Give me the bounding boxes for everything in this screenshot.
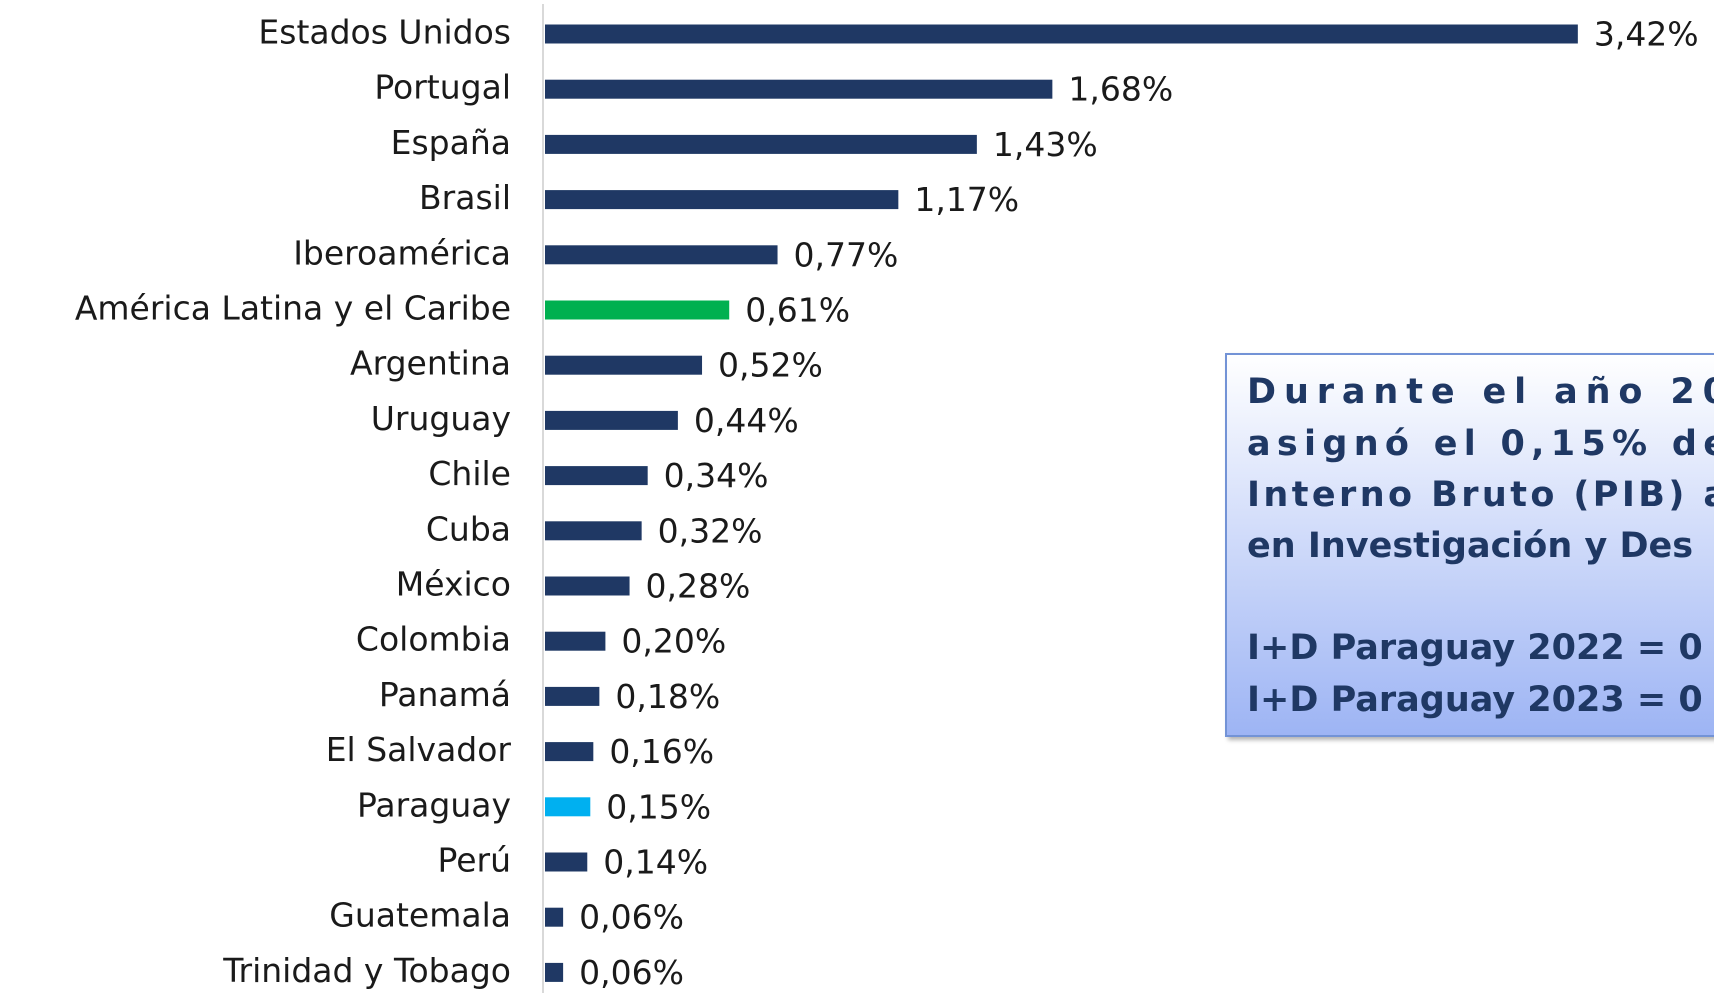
value-label: 0,14% bbox=[603, 843, 708, 882]
bar bbox=[545, 742, 594, 762]
bar bbox=[545, 190, 899, 210]
category-label: México bbox=[396, 565, 511, 604]
category-label: España bbox=[391, 123, 511, 162]
category-label: Iberoamérica bbox=[293, 233, 511, 272]
category-label: Brasil bbox=[419, 178, 511, 217]
value-label: 0,06% bbox=[579, 898, 684, 937]
annotation-line: en Investigación y Des bbox=[1247, 526, 1693, 566]
category-label: Portugal bbox=[374, 68, 511, 107]
value-label: 0,16% bbox=[609, 732, 714, 771]
bar bbox=[545, 907, 564, 927]
value-label: 0,15% bbox=[606, 787, 711, 826]
bar bbox=[545, 686, 600, 706]
value-label: 0,18% bbox=[615, 677, 720, 716]
category-label: El Salvador bbox=[326, 730, 512, 769]
value-label: 1,17% bbox=[914, 180, 1019, 219]
category-label: Panamá bbox=[379, 675, 511, 714]
bar bbox=[545, 576, 630, 596]
value-label: 0,34% bbox=[664, 456, 769, 495]
bar bbox=[545, 410, 678, 430]
category-label: Paraguay bbox=[357, 785, 511, 824]
category-label: Guatemala bbox=[329, 896, 511, 935]
value-label: 1,43% bbox=[993, 125, 1098, 164]
bar bbox=[545, 962, 564, 982]
bar bbox=[545, 300, 730, 320]
category-label: Trinidad y Tobago bbox=[222, 951, 511, 990]
category-label: Colombia bbox=[356, 620, 511, 659]
value-label: 1,68% bbox=[1068, 70, 1173, 109]
value-label: 0,52% bbox=[718, 346, 823, 385]
category-label: Perú bbox=[437, 841, 511, 880]
bar bbox=[545, 24, 1578, 44]
category-label: Estados Unidos bbox=[258, 13, 511, 52]
bar bbox=[545, 134, 977, 154]
bar bbox=[545, 852, 588, 872]
bar bbox=[545, 631, 606, 651]
category-label: América Latina y el Caribe bbox=[75, 289, 511, 328]
bar bbox=[545, 245, 778, 265]
value-label: 0,44% bbox=[694, 401, 799, 440]
value-label: 0,61% bbox=[745, 291, 850, 330]
value-label: 0,28% bbox=[646, 567, 751, 606]
bar bbox=[545, 466, 648, 486]
annotation-line: I+D Paraguay 2022 = 0 bbox=[1247, 628, 1703, 668]
value-label: 3,42% bbox=[1594, 15, 1699, 54]
bar bbox=[545, 797, 591, 817]
annotation-box bbox=[1225, 353, 1714, 737]
annotation-line: I+D Paraguay 2023 = 0 bbox=[1247, 680, 1703, 720]
value-label: 0,77% bbox=[794, 235, 899, 274]
bar bbox=[545, 79, 1053, 99]
category-label: Uruguay bbox=[371, 399, 511, 438]
value-label: 0,32% bbox=[658, 511, 763, 550]
category-label: Argentina bbox=[350, 344, 511, 383]
value-label: 0,20% bbox=[621, 622, 726, 661]
category-label: Cuba bbox=[426, 509, 511, 548]
bar bbox=[545, 355, 703, 375]
value-label: 0,06% bbox=[579, 953, 684, 992]
category-label: Chile bbox=[428, 454, 511, 493]
bar bbox=[545, 521, 642, 541]
